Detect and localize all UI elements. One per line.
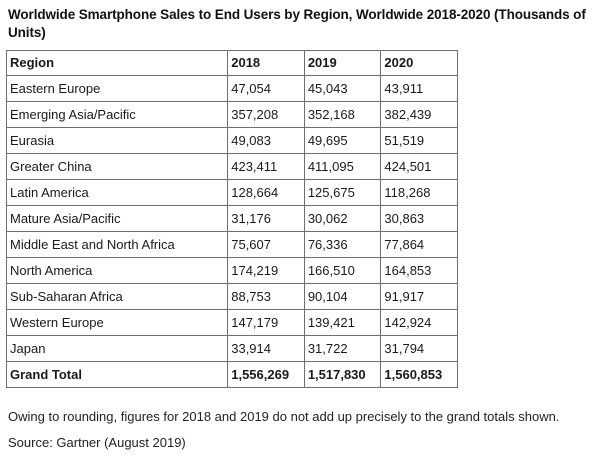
region-cell: Sub-Saharan Africa bbox=[5, 283, 229, 310]
region-cell: Eurasia bbox=[5, 127, 229, 154]
value-2018-cell: 423,411 bbox=[227, 153, 305, 180]
value-2019-cell: 139,421 bbox=[303, 309, 382, 336]
value-2020-cell: 30,863 bbox=[380, 205, 458, 232]
table-row: Middle East and North Africa 75,607 76,3… bbox=[5, 231, 458, 258]
value-2020-cell: 43,911 bbox=[380, 75, 458, 102]
value-2019-cell: 30,062 bbox=[303, 205, 382, 232]
header-2018: 2018 bbox=[227, 50, 305, 76]
region-cell: North America bbox=[5, 257, 229, 284]
value-2018-cell: 88,753 bbox=[227, 283, 305, 310]
value-2018-cell: 128,664 bbox=[227, 179, 305, 206]
region-cell: Greater China bbox=[5, 153, 229, 180]
table-row: Eastern Europe 47,054 45,043 43,911 bbox=[5, 75, 458, 102]
value-2020-cell: 382,439 bbox=[380, 101, 458, 128]
grand-total-row: Grand Total 1,556,269 1,517,830 1,560,85… bbox=[5, 361, 458, 388]
table-row: Sub-Saharan Africa 88,753 90,104 91,917 bbox=[5, 283, 458, 310]
grand-total-2020: 1,560,853 bbox=[380, 361, 458, 388]
value-2019-cell: 125,675 bbox=[303, 179, 382, 206]
grand-total-label: Grand Total bbox=[5, 361, 229, 388]
region-cell: Middle East and North Africa bbox=[5, 231, 229, 258]
value-2020-cell: 51,519 bbox=[380, 127, 458, 154]
value-2018-cell: 47,054 bbox=[227, 75, 305, 102]
page-title: Worldwide Smartphone Sales to End Users … bbox=[8, 7, 586, 40]
source-note: Source: Gartner (August 2019) bbox=[8, 435, 186, 450]
value-2018-cell: 75,607 bbox=[227, 231, 305, 258]
value-2019-cell: 90,104 bbox=[303, 283, 382, 310]
table-row: Mature Asia/Pacific 31,176 30,062 30,863 bbox=[5, 205, 458, 232]
value-2020-cell: 31,794 bbox=[380, 335, 458, 362]
rounding-footnote: Owing to rounding, figures for 2018 and … bbox=[8, 409, 560, 424]
value-2019-cell: 166,510 bbox=[303, 257, 382, 284]
table-row: North America 174,219 166,510 164,853 bbox=[5, 257, 458, 284]
value-2019-cell: 45,043 bbox=[303, 75, 382, 102]
value-2019-cell: 31,722 bbox=[303, 335, 382, 362]
value-2019-cell: 76,336 bbox=[303, 231, 382, 258]
region-cell: Mature Asia/Pacific bbox=[5, 205, 229, 232]
value-2018-cell: 357,208 bbox=[227, 101, 305, 128]
value-2018-cell: 33,914 bbox=[227, 335, 305, 362]
header-2020: 2020 bbox=[380, 50, 458, 76]
value-2019-cell: 411,095 bbox=[303, 153, 382, 180]
header-2019: 2019 bbox=[303, 50, 382, 76]
grand-total-2018: 1,556,269 bbox=[227, 361, 305, 388]
value-2018-cell: 49,083 bbox=[227, 127, 305, 154]
value-2019-cell: 49,695 bbox=[303, 127, 382, 154]
table-row: Japan 33,914 31,722 31,794 bbox=[5, 335, 458, 362]
value-2020-cell: 118,268 bbox=[380, 179, 458, 206]
region-cell: Japan bbox=[5, 335, 229, 362]
table-header-row: Region 2018 2019 2020 bbox=[5, 50, 458, 76]
grand-total-2019: 1,517,830 bbox=[303, 361, 382, 388]
region-cell: Western Europe bbox=[5, 309, 229, 336]
table-row: Greater China 423,411 411,095 424,501 bbox=[5, 153, 458, 180]
value-2018-cell: 147,179 bbox=[227, 309, 305, 336]
value-2018-cell: 174,219 bbox=[227, 257, 305, 284]
value-2019-cell: 352,168 bbox=[303, 101, 382, 128]
value-2020-cell: 164,853 bbox=[380, 257, 458, 284]
region-cell: Latin America bbox=[5, 179, 229, 206]
value-2018-cell: 31,176 bbox=[227, 205, 305, 232]
table-row: Western Europe 147,179 139,421 142,924 bbox=[5, 309, 458, 336]
region-cell: Eastern Europe bbox=[5, 75, 229, 102]
value-2020-cell: 77,864 bbox=[380, 231, 458, 258]
table-row: Eurasia 49,083 49,695 51,519 bbox=[5, 127, 458, 154]
table-row: Emerging Asia/Pacific 357,208 352,168 38… bbox=[5, 101, 458, 128]
header-region: Region bbox=[5, 50, 229, 76]
value-2020-cell: 424,501 bbox=[380, 153, 458, 180]
table-row: Latin America 128,664 125,675 118,268 bbox=[5, 179, 458, 206]
region-cell: Emerging Asia/Pacific bbox=[5, 101, 229, 128]
value-2020-cell: 142,924 bbox=[380, 309, 458, 336]
sales-table: Region 2018 2019 2020 Eastern Europe 47,… bbox=[5, 50, 458, 388]
value-2020-cell: 91,917 bbox=[380, 283, 458, 310]
